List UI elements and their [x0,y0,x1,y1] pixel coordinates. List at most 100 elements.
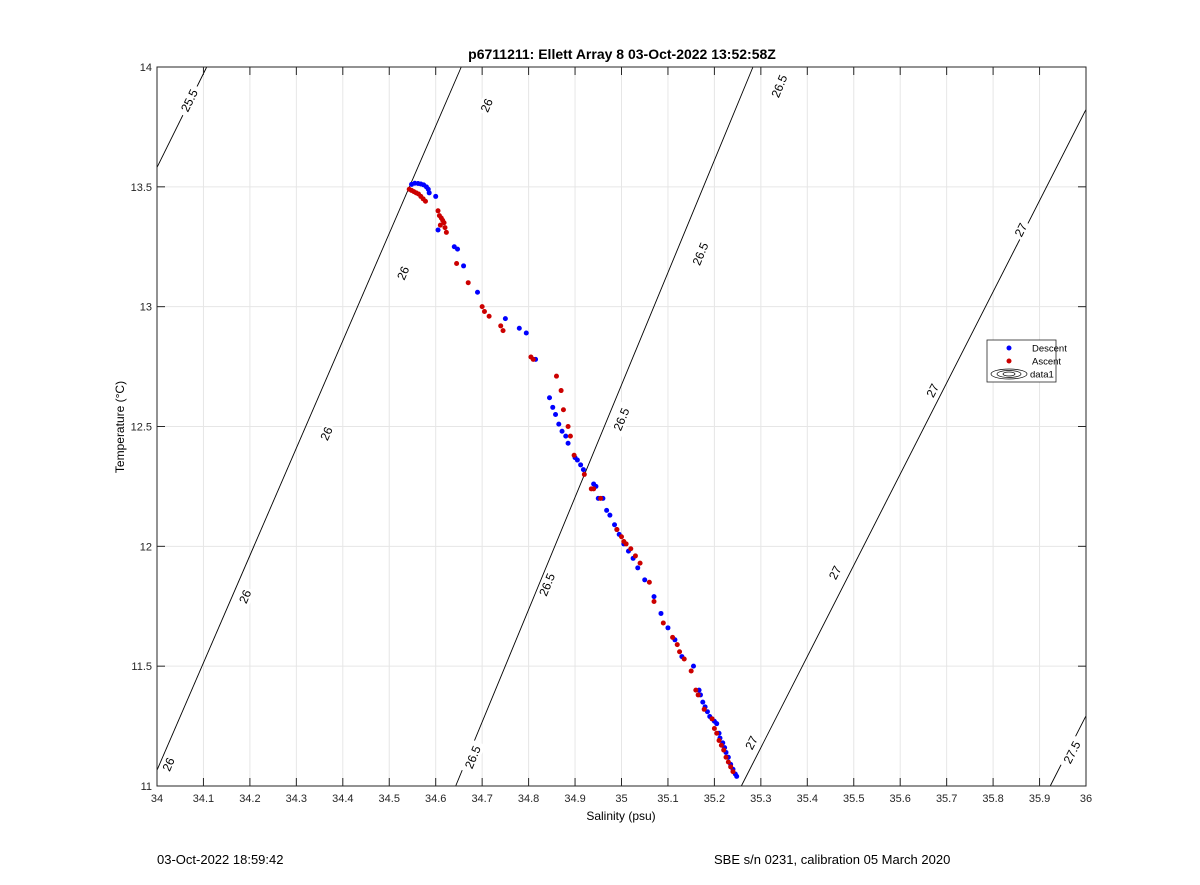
ascent-point [716,737,722,743]
isopycnal-label-bg [687,236,714,272]
ascent-point [721,747,727,753]
descent-point [523,330,529,336]
legend: Descent Ascent data1 [986,339,1067,383]
ascent-point [465,280,471,286]
isopycnal-label-bg [1010,218,1032,242]
x-tick-label: 35.4 [797,793,818,805]
y-axis-ticks: 11 11.5 12 12.5 13 13.5 14 [131,62,1086,793]
ascent-point [598,495,604,501]
ascent-point [651,598,657,604]
x-tick-label: 35.7 [936,793,957,805]
x-tick-label: 35.9 [1029,793,1050,805]
x-tick-label: 34.9 [564,793,585,805]
isopycnal-line-26 [156,66,462,771]
x-tick-label: 34.5 [379,793,400,805]
x-tick-label: 34.4 [332,793,353,805]
descent-point [574,457,580,463]
isopycnal-label-bg [534,567,560,603]
descent-point [550,404,556,410]
descent-point [559,428,565,434]
x-tick-label: 36 [1080,793,1092,805]
isopycnal-label-bg [922,379,944,402]
descent-point [433,193,439,199]
descent-point [461,263,467,269]
y-tick-label: 13.5 [131,182,152,194]
ascent-point [591,486,597,492]
ascent-point [498,323,504,329]
x-tick-label: 34 [151,793,163,805]
legend-box [986,339,1057,383]
ascent-point [619,534,624,540]
descent-point [426,190,432,196]
x-tick-label: 34.8 [518,793,539,805]
descent-point [635,565,641,571]
descent-point [700,699,706,705]
descent-point [665,625,671,631]
descent-point [565,440,571,446]
ascent-point [725,759,731,765]
ascent-point [565,424,571,429]
legend-contour-icon [996,370,1022,378]
y-tick-label: 11 [141,781,152,793]
isopycnal-line-27 [740,109,1087,787]
ascent-point [422,198,428,204]
ascent-point [437,222,443,228]
x-axis-ticks: 34 34.1 34.2 34.3 34.4 34.5 34.6 34.7 34.8 34.9 35… [151,67,1092,805]
descent-point [734,773,740,779]
y-tick-label: 12.5 [131,422,152,434]
x-tick-label: 34.6 [425,793,446,805]
ascent-point [693,687,699,693]
ascent-point [677,649,683,655]
y-axis-label: Temperature (°C) [113,381,127,473]
isopycnal-label: 26 [317,424,335,442]
ascent-point [681,656,687,662]
ascent-point [443,229,449,235]
descent-point [435,227,441,233]
descent-point [516,325,522,331]
ascent-point [500,328,506,334]
descent-point [547,395,553,401]
x-tick-label: 35 [615,793,627,805]
descent-point [553,412,559,418]
y-tick-label: 11.5 [131,661,152,673]
ascent-point [571,452,577,458]
descent-point [475,289,481,295]
isopycnal-label: 27 [826,563,845,582]
legend-label-descent: Descent [1032,344,1067,355]
footer-timestamp: 03-Oct-2022 18:59:42 [157,852,284,867]
x-tick-label: 35.2 [704,793,725,805]
ascent-point [646,579,652,585]
ascent-point [560,407,566,413]
isopycnal-label: 26 [478,96,496,114]
isopycnal-label-bg [741,731,762,755]
ascent-point [435,208,441,214]
isopycnal-label-bg [608,401,635,437]
x-tick-label: 35.1 [657,793,678,805]
x-tick-label: 35.8 [982,793,1003,805]
ascent-point [558,388,564,394]
ascent-point [695,692,701,698]
isopycnal-label-bg [1058,735,1086,770]
descent-point [612,522,618,528]
ascent-point [614,527,620,533]
legend-contour-icon [1002,371,1016,377]
ascent-point [486,313,492,319]
chart-title: p6711211: Ellett Array 8 03-Oct-2022 13:… [468,46,776,62]
descent-point [607,512,613,518]
ascent-point [623,541,629,547]
isopycnal-label: 27 [923,381,942,400]
descent-point [651,594,657,600]
y-tick-label: 12 [140,541,152,553]
x-tick-label: 34.3 [286,793,307,805]
ascent-point [628,546,634,552]
isopycnal-label-bg [235,585,256,608]
descent-point [604,507,610,513]
ascent-point [632,553,638,559]
isopycnal-label-bg [824,561,846,584]
descent-point [563,433,569,439]
data-points [406,180,740,779]
descent-point [455,246,461,252]
descent-point [578,462,584,468]
ascent-point [441,220,447,226]
